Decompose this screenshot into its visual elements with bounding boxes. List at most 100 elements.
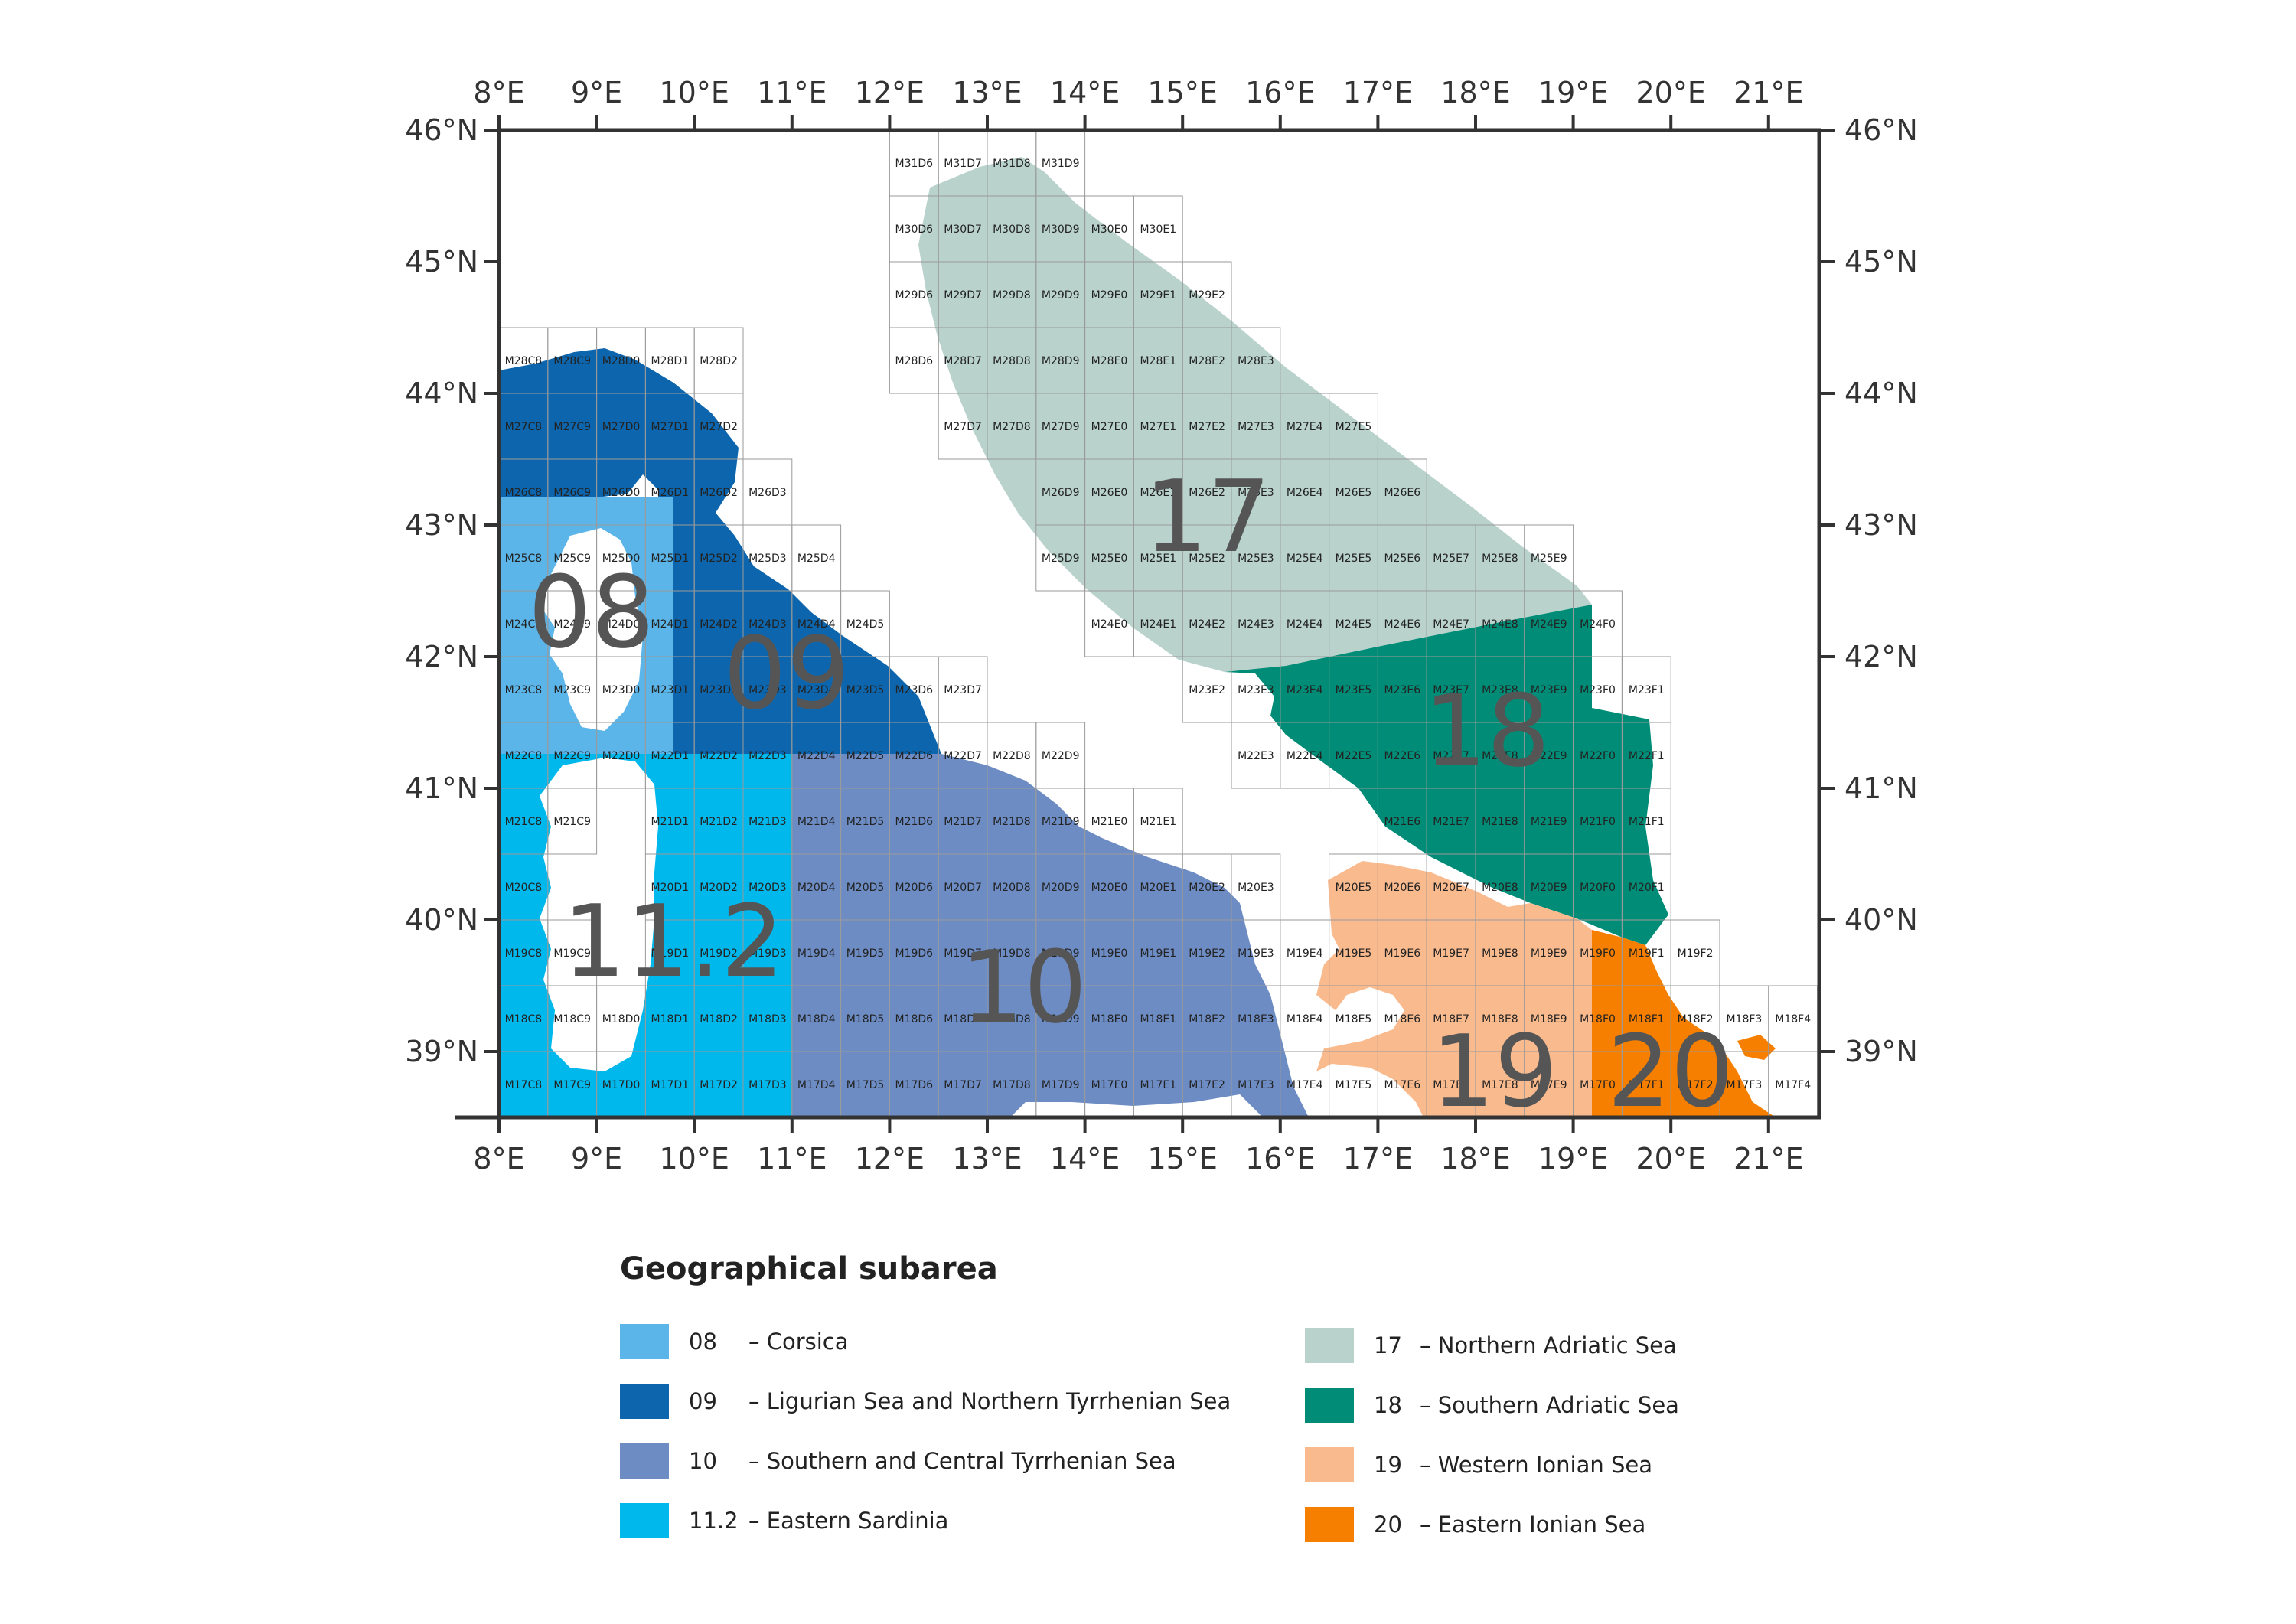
legend-name: – Western Ionian Sea <box>1420 1452 1652 1478</box>
lat-label-left: 39°N <box>405 1035 478 1068</box>
grid-cell-label: M25E1 <box>1140 553 1176 565</box>
grid-cell-label: M25D4 <box>797 553 836 565</box>
grid-cell-label: M24D3 <box>748 618 787 631</box>
grid-cell-label: M25D3 <box>748 553 787 565</box>
legend-item-19: 19 – Western Ionian Sea <box>1305 1447 1825 1507</box>
grid-cell-label: M17C9 <box>553 1079 591 1091</box>
grid-cell-label: M25E6 <box>1384 553 1420 565</box>
grid-cell-label: M17D8 <box>993 1079 1031 1091</box>
grid-cell-label: M25E7 <box>1433 553 1469 565</box>
grid-cell-label: M20D1 <box>651 882 690 894</box>
grid-cell-label: M24E9 <box>1531 618 1567 631</box>
grid-cell-label: M25D9 <box>1042 553 1080 565</box>
grid-cell-label: M18F0 <box>1580 1013 1616 1026</box>
grid-cell-label: M25E2 <box>1189 553 1225 565</box>
grid-cell-label: M20E6 <box>1384 882 1420 894</box>
grid-cell-label: M24D2 <box>700 618 738 631</box>
grid-cell-label: M25D2 <box>700 553 738 565</box>
grid-cell-label: M27D8 <box>993 421 1031 433</box>
legend-item-09: 09 – Ligurian Sea and Northern Tyrrhenia… <box>620 1384 1231 1443</box>
grid-cell-label: M21D6 <box>895 816 934 828</box>
grid-cell-label: M29D7 <box>944 289 982 302</box>
grid-cell-label: M27C8 <box>505 421 543 433</box>
grid-cell-label: M28E2 <box>1189 355 1225 367</box>
legend-name: – Corsica <box>748 1329 849 1355</box>
axis-ticks: 8°E 8°E 9°E 9°E 10°E 10°E 11°E 11°E 12°E 12°E 13°E… <box>405 76 1918 1176</box>
grid-cell-label: M27D0 <box>602 421 641 433</box>
grid-cell-label: M28C8 <box>505 355 543 367</box>
grid-cell-label: M27D9 <box>1042 421 1080 433</box>
grid-cell-label: M23E7 <box>1433 684 1469 696</box>
grid-cell-label: M27E1 <box>1140 421 1176 433</box>
grid-cell-label: M19C9 <box>553 947 591 960</box>
grid-cell-label: M27E2 <box>1189 421 1225 433</box>
grid-cell-label: M18F3 <box>1726 1013 1762 1026</box>
legend-name: – Southern Adriatic Sea <box>1420 1392 1679 1418</box>
grid-cell-label: M18C8 <box>505 1013 543 1026</box>
grid-cell-label: M29E1 <box>1140 289 1176 302</box>
grid-cell-label: M21E9 <box>1531 816 1567 828</box>
grid-cell-label: M21D9 <box>1042 816 1080 828</box>
grid-cell-label: M26D1 <box>651 487 690 499</box>
legend-item-20: 20 – Eastern Ionian Sea <box>1305 1507 1825 1567</box>
grid-cell-label: M20F0 <box>1580 882 1616 894</box>
grid-cell-label: M24D4 <box>797 618 836 631</box>
gsa20-number: 20 <box>1607 1013 1733 1130</box>
grid-cell-label: M23E2 <box>1189 684 1225 696</box>
grid-cell-label: M23E8 <box>1482 684 1518 696</box>
grid-cell-label: M27E5 <box>1336 421 1372 433</box>
grid-cell-label: M19E0 <box>1091 947 1128 960</box>
grid-cell-label: M26D2 <box>700 487 738 499</box>
gsa17-area <box>918 157 1592 672</box>
grid-cell-label: M26E1 <box>1140 487 1176 499</box>
legend-title: Geographical subarea <box>620 1251 998 1286</box>
map-area: M31D6 M31D7 M31D8 M31D9 M30D6 M30D7 M30D8 M30D9… <box>405 76 1918 1176</box>
grid-cell-label: M23D2 <box>700 684 738 696</box>
grid-cell-label: M17E3 <box>1238 1079 1274 1091</box>
legend-code: 09 <box>689 1388 717 1414</box>
subarea-fills <box>499 157 1776 1117</box>
grid-cell-label: M19E5 <box>1336 947 1372 960</box>
grid-cell-label: M23D3 <box>748 684 787 696</box>
grid-cell-label: M18F1 <box>1629 1013 1665 1026</box>
lon-label-bottom: 15°E <box>1148 1142 1218 1176</box>
grid-cell-label: M17E9 <box>1531 1079 1567 1091</box>
grid-cell-label: M20D4 <box>797 882 836 894</box>
grid-cell-label: M18E8 <box>1482 1013 1518 1026</box>
gsa19-area <box>1316 861 1592 1117</box>
grid-cell-label: M28D6 <box>895 355 934 367</box>
grid-cell-label: M17E2 <box>1189 1079 1225 1091</box>
gsa18-number: 18 <box>1424 673 1550 789</box>
grid-cell-label: M25E0 <box>1091 553 1128 565</box>
lon-label-bottom: 17°E <box>1343 1142 1413 1176</box>
grid-cell-label: M19D5 <box>846 947 885 960</box>
legend-swatch <box>1305 1447 1354 1482</box>
grid-cell-label: M25E9 <box>1531 553 1567 565</box>
grid-cell-label: M17E0 <box>1091 1079 1128 1091</box>
legend-code: 20 <box>1374 1511 1402 1538</box>
grid-cell-label: M20E3 <box>1238 882 1274 894</box>
grid-cell-label: M20E7 <box>1433 882 1469 894</box>
lon-label-top: 12°E <box>855 76 925 109</box>
grid-cell-label: M24E0 <box>1091 618 1128 631</box>
grid-cell-label: M28D9 <box>1042 355 1080 367</box>
grid-cell-label: M23E3 <box>1238 684 1274 696</box>
grid-cell-label: M31D9 <box>1042 158 1080 170</box>
lon-label-bottom: 16°E <box>1245 1142 1315 1176</box>
grid-cell-label: M27E0 <box>1091 421 1128 433</box>
gsa17-number: 17 <box>1144 458 1270 575</box>
grid-cell-label: M23D5 <box>846 684 885 696</box>
subarea-number-labels: 08 09 10 11.2 17 18 19 20 <box>528 458 1733 1130</box>
grid-cell-label: M26E4 <box>1287 487 1323 499</box>
legend-name: – Northern Adriatic Sea <box>1420 1332 1677 1358</box>
grid-cell-label: M24E7 <box>1433 618 1469 631</box>
grid-cell-label: M24E3 <box>1238 618 1274 631</box>
grid-cell-label: M24E6 <box>1384 618 1420 631</box>
grid-cell-label: M26D9 <box>1042 487 1080 499</box>
grid-cell-label: M22D3 <box>748 750 787 762</box>
grid-cell-label: M19C8 <box>505 947 543 960</box>
legend-item-08: 08 – Corsica <box>620 1324 1140 1384</box>
legend-swatch <box>620 1443 669 1479</box>
grid-cell-label: M24F0 <box>1580 618 1616 631</box>
lon-label-bottom: 20°E <box>1636 1142 1706 1176</box>
